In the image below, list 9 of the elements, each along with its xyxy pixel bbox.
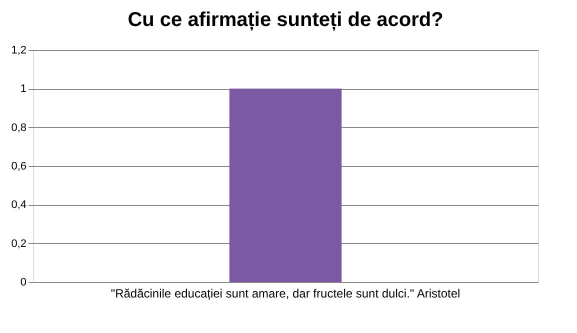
chart-title: Cu ce afirmație sunteți de acord? [128, 9, 444, 31]
y-tick-label: 0,8 [11, 122, 26, 134]
y-tick-label: 0 [20, 276, 26, 288]
y-tick-label: 0,6 [11, 160, 26, 172]
x-tick-label: "Rădăcinile educației sunt amare, dar fructele sunt dulci." Aristotel [110, 286, 460, 300]
y-tick-label: 1 [20, 83, 26, 96]
y-tick-label: 0,4 [11, 199, 26, 212]
y-tick-label: 0,2 [11, 238, 26, 250]
y-tick-label: 1,2 [11, 44, 26, 56]
